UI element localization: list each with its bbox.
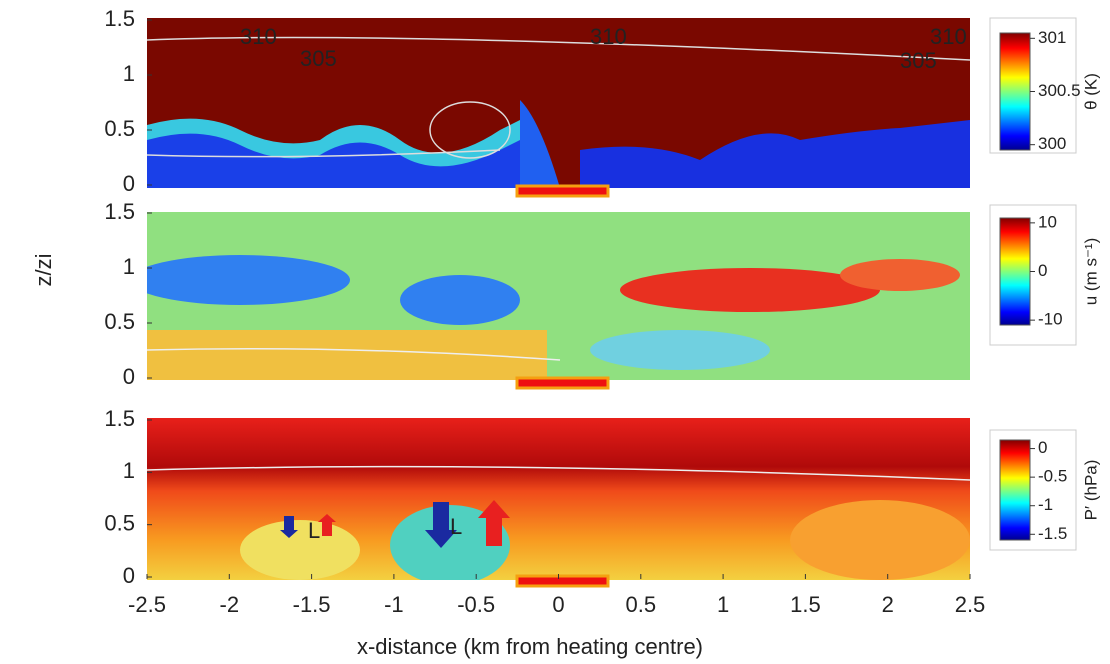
contour-label: L xyxy=(450,514,462,539)
heating-region xyxy=(515,184,610,588)
colorbar-scale xyxy=(999,32,1031,151)
colorbar-label: P′ (hPa) xyxy=(1081,460,1100,521)
contour-label: 310 xyxy=(590,24,627,49)
x-tick-label: -2 xyxy=(220,592,240,617)
colorbar-scale xyxy=(999,217,1031,326)
y-tick-label: 1 xyxy=(123,458,135,483)
colorbar: -1.5 -1 -0.5 0 P′ (hPa) xyxy=(999,438,1100,543)
x-tick-label: -0.5 xyxy=(457,592,495,617)
colorbar-tick-label: 301 xyxy=(1038,28,1066,47)
y-tick-label: 0 xyxy=(123,364,135,389)
y-tick-label: 1.5 xyxy=(104,406,135,431)
colorbar: -10 0 10 u (m s⁻¹) xyxy=(999,212,1100,329)
x-tick-label: 2 xyxy=(882,592,894,617)
colorbar-tick-label: -0.5 xyxy=(1038,467,1067,486)
colorbar-tick-label: 10 xyxy=(1038,212,1057,231)
y-tick-label: 1.5 xyxy=(104,199,135,224)
colorbar-tick-label: -10 xyxy=(1038,310,1063,329)
y-tick-label: 0.5 xyxy=(104,309,135,334)
y-tick-label: 0.5 xyxy=(104,116,135,141)
theta-field xyxy=(147,18,970,188)
x-tick-label: 1 xyxy=(717,592,729,617)
colorbar-label: u (m s⁻¹) xyxy=(1081,238,1100,306)
colorbar-tick-label: 300 xyxy=(1038,134,1066,153)
colorbar-scale xyxy=(999,439,1031,541)
colorbar: 300 300.5 301 θ (K) xyxy=(999,28,1100,153)
x-tick-label: 0 xyxy=(552,592,564,617)
x-tick-label: 2.5 xyxy=(955,592,986,617)
contour-label: 305 xyxy=(900,48,937,73)
x-axis-label: x-distance (km from heating centre) xyxy=(357,634,703,659)
contour-label: L xyxy=(308,518,320,543)
contour-label: 310 xyxy=(240,24,277,49)
y-tick-label: 0.5 xyxy=(104,510,135,535)
colorbar-tick-label: 0 xyxy=(1038,261,1047,280)
contour-label: 310 xyxy=(930,24,967,49)
u-field xyxy=(147,212,970,380)
colorbar-tick-label: 0 xyxy=(1038,438,1047,457)
x-tick-label: 0.5 xyxy=(626,592,657,617)
contour-label: 305 xyxy=(300,46,337,71)
y-axis-label: z/zi xyxy=(31,254,56,287)
pressure-field xyxy=(147,418,970,580)
y-tick-label: 1 xyxy=(123,61,135,86)
colorbar-tick-label: -1.5 xyxy=(1038,524,1067,543)
colorbar-tick-label: -1 xyxy=(1038,495,1053,514)
x-tick-label: -1.5 xyxy=(293,592,331,617)
x-tick-label: -1 xyxy=(384,592,404,617)
colorbar-tick-label: 300.5 xyxy=(1038,81,1081,100)
x-tick-label: 1.5 xyxy=(790,592,821,617)
colorbar-label: θ (K) xyxy=(1081,73,1100,110)
y-tick-label: 0 xyxy=(123,563,135,588)
y-tick-label: 0 xyxy=(123,171,135,196)
x-tick-label: -2.5 xyxy=(128,592,166,617)
y-tick-label: 1 xyxy=(123,254,135,279)
y-tick-label: 1.5 xyxy=(104,6,135,31)
frames xyxy=(989,17,1077,551)
